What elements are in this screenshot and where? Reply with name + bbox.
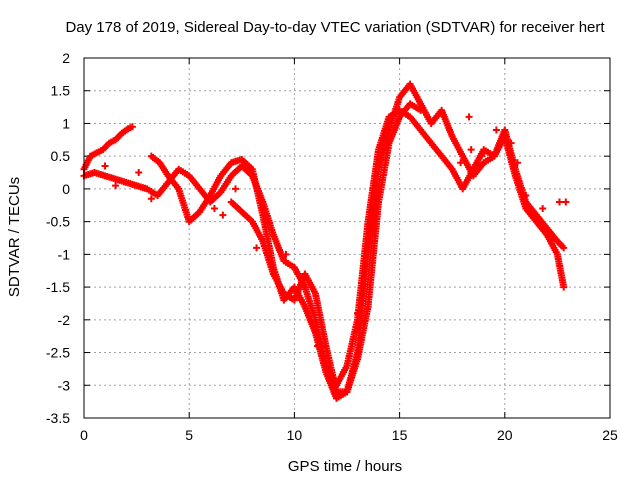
- y-tick-label: 1.5: [51, 83, 71, 99]
- data-point: [135, 169, 143, 177]
- y-tick-label: -2: [58, 312, 71, 328]
- data-point: [522, 191, 530, 199]
- x-tick-label: 15: [392, 427, 408, 443]
- data-point: [465, 113, 473, 121]
- data-point: [147, 195, 155, 203]
- data-point: [253, 244, 261, 252]
- y-tick-label: 2: [62, 50, 70, 66]
- x-axis-label: GPS time / hours: [288, 458, 402, 475]
- y-axis-label: SDTVAR / TECUs: [6, 177, 23, 297]
- y-tick-labels: -3.5 -3 -2.5 -2 -1.5 -1 -0.5 0 0.5 1 1.5 2: [46, 50, 70, 426]
- data-point: [457, 159, 465, 167]
- data-point: [492, 126, 500, 134]
- data-point: [560, 244, 568, 252]
- data-point: [467, 146, 475, 154]
- y-tick-label: -3.5: [46, 410, 70, 426]
- data-point: [354, 309, 362, 317]
- data-point: [282, 250, 290, 258]
- data-point: [263, 218, 271, 226]
- data-markers: [80, 80, 570, 402]
- x-tick-label: 25: [602, 427, 618, 443]
- x-tick-label: 10: [287, 427, 303, 443]
- y-tick-label: -1: [58, 246, 71, 262]
- chart-title: Day 178 of 2019, Sidereal Day-to-day VTE…: [65, 19, 605, 36]
- data-point: [219, 211, 227, 219]
- y-tick-label: 0.5: [51, 148, 71, 164]
- y-tick-label: -0.5: [46, 214, 70, 230]
- y-tick-label: -2.5: [46, 345, 70, 361]
- data-point: [560, 283, 568, 291]
- data-point: [210, 205, 218, 213]
- y-tick-label: 1: [62, 115, 70, 131]
- data-point: [231, 185, 239, 193]
- data-point: [513, 159, 521, 167]
- data-point: [101, 162, 109, 170]
- data-point: [507, 139, 515, 147]
- y-tick-label: 0: [62, 181, 70, 197]
- y-tick-label: -1.5: [46, 279, 70, 295]
- x-tick-label: 0: [80, 427, 88, 443]
- data-point: [562, 198, 570, 206]
- data-point: [112, 182, 120, 190]
- y-tick-label: -3: [58, 377, 71, 393]
- data-point: [539, 205, 547, 213]
- data-point: [478, 152, 486, 160]
- data-point: [314, 342, 322, 350]
- data-point: [417, 106, 425, 114]
- data-point: [556, 198, 564, 206]
- x-tick-label: 20: [497, 427, 513, 443]
- x-tick-labels: 0 5 10 15 20 25: [80, 427, 618, 443]
- plot-frame: [83, 57, 611, 419]
- data-point: [128, 123, 136, 131]
- x-tick-label: 5: [185, 427, 193, 443]
